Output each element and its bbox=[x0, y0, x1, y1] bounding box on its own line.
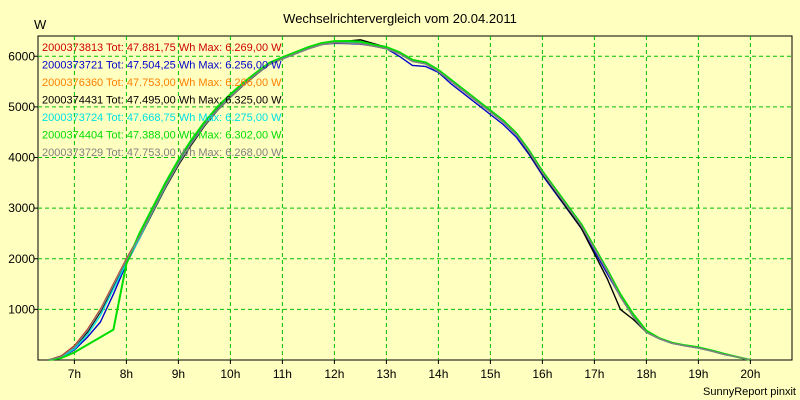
axes: 7h 8h 9h 10h 11h 12h 13h 14h 15h 16h 17h 18h 19h 20h 1… bbox=[8, 49, 760, 381]
x-tick-label: 9h bbox=[172, 367, 185, 381]
x-tick-label: 18h bbox=[636, 367, 656, 381]
y-tick-label: 2000 bbox=[8, 252, 35, 266]
x-tick-label: 17h bbox=[584, 367, 604, 381]
legend-entry-2000374431: 2000374431 Tot: 47.495,00 Wh Max: 6.325,… bbox=[42, 95, 282, 107]
x-tick-label: 14h bbox=[428, 367, 448, 381]
x-tick-label: 8h bbox=[120, 367, 133, 381]
footer-credit: SunnyReport pinxit bbox=[703, 386, 796, 398]
y-tick-label: 6000 bbox=[8, 49, 35, 63]
y-tick-label: 3000 bbox=[8, 201, 35, 215]
legend-entry-2000374404: 2000374404 Tot: 47.388,00 Wh Max: 6.302,… bbox=[42, 130, 282, 142]
legend-entry-2000373721: 2000373721 Tot: 47.504,25 Wh Max: 6.256,… bbox=[42, 60, 282, 72]
series-line-2000374404 bbox=[48, 40, 751, 361]
legend: 2000373813 Tot: 47.881,75 Wh Max: 6.269,… bbox=[42, 42, 282, 159]
legend-entry-2000373813: 2000373813 Tot: 47.881,75 Wh Max: 6.269,… bbox=[42, 42, 282, 54]
legend-entry-2000376360: 2000376360 Tot: 47.753,00 Wh Max: 6.266,… bbox=[42, 77, 282, 89]
plot-area bbox=[37, 35, 793, 361]
x-tick-label: 16h bbox=[532, 367, 552, 381]
x-tick-label: 15h bbox=[480, 367, 500, 381]
x-tick-label: 19h bbox=[688, 367, 708, 381]
series-layer bbox=[48, 39, 751, 361]
x-tick-label: 11h bbox=[273, 367, 292, 381]
y-tick-label: 1000 bbox=[8, 302, 35, 316]
x-tick-label: 12h bbox=[324, 367, 344, 381]
x-tick-label: 7h bbox=[68, 367, 81, 381]
legend-entry-2000373724: 2000373724 Tot: 47.668,75 Wh Max: 6.275,… bbox=[42, 112, 282, 124]
series-line-2000373729 bbox=[48, 42, 751, 361]
legend-entry-2000373729: 2000373729 Tot: 47.753,00 Wh Max: 6.268,… bbox=[42, 147, 282, 159]
y-tick-label: 5000 bbox=[8, 100, 35, 114]
y-axis-unit-label: W bbox=[34, 17, 47, 32]
chart-title: Wechselrichtervergleich vom 20.04.2011 bbox=[283, 11, 517, 26]
x-tick-label: 10h bbox=[220, 367, 240, 381]
grid-layer bbox=[38, 36, 792, 360]
x-tick-label: 20h bbox=[740, 367, 760, 381]
x-tick-label: 13h bbox=[376, 367, 396, 381]
y-tick-label: 4000 bbox=[8, 151, 35, 165]
